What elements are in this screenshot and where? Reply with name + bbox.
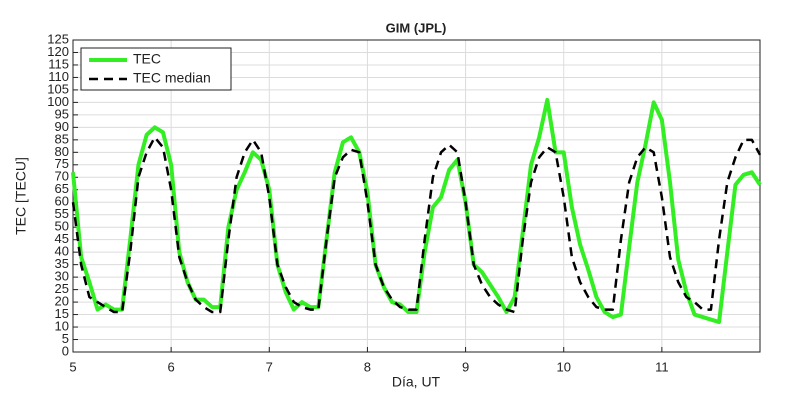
chart-title: GIM (JPL) xyxy=(386,20,447,35)
y-tick-label: 50 xyxy=(55,219,69,234)
x-tick-label: 8 xyxy=(364,359,371,374)
y-tick-label: 20 xyxy=(55,294,69,309)
y-tick-label: 10 xyxy=(55,318,69,333)
y-tick-label: 35 xyxy=(55,256,69,271)
data-line xyxy=(71,97,762,325)
x-tick-label: 10 xyxy=(556,359,570,374)
y-tick-label: 90 xyxy=(55,119,69,134)
x-axis-label: Día, UT xyxy=(392,374,441,390)
y-tick-label: 75 xyxy=(55,156,69,171)
y-tick-label: 15 xyxy=(55,306,69,321)
y-tick-label: 110 xyxy=(48,69,69,84)
legend-label: TEC median xyxy=(133,70,211,86)
legend-box xyxy=(80,47,232,91)
plot-frame xyxy=(72,39,761,353)
y-tick-label: 80 xyxy=(55,144,69,159)
legend-label: TEC xyxy=(133,51,161,67)
y-tick-label: 25 xyxy=(55,281,69,296)
y-tick-label: 40 xyxy=(55,244,69,259)
y-tick-label: 55 xyxy=(55,206,69,221)
x-tick-label: 11 xyxy=(655,359,669,374)
y-tick-label: 45 xyxy=(55,231,69,246)
y-tick-label: 5 xyxy=(62,331,69,346)
y-tick-label: 105 xyxy=(47,81,69,96)
y-tick-label: 120 xyxy=(47,44,69,59)
y-tick-label: 85 xyxy=(55,131,69,146)
y-tick-label: 0 xyxy=(62,343,69,358)
y-tick-label: 95 xyxy=(55,106,69,121)
x-tick-label: 6 xyxy=(168,359,175,374)
y-tick-label: 30 xyxy=(55,269,69,284)
x-tick-label: 9 xyxy=(462,359,469,374)
y-tick-label: 70 xyxy=(55,169,69,184)
y-tick-label: 125 xyxy=(47,31,69,46)
y-axis-label: TEC [TECU] xyxy=(13,157,29,235)
y-tick-label: 60 xyxy=(55,194,69,209)
y-tick-label: 100 xyxy=(47,94,69,109)
data-line xyxy=(71,136,762,314)
x-tick-label: 5 xyxy=(69,359,76,374)
x-tick-label: 7 xyxy=(266,359,273,374)
y-tick-label: 115 xyxy=(48,56,69,71)
y-tick-label: 65 xyxy=(55,181,69,196)
